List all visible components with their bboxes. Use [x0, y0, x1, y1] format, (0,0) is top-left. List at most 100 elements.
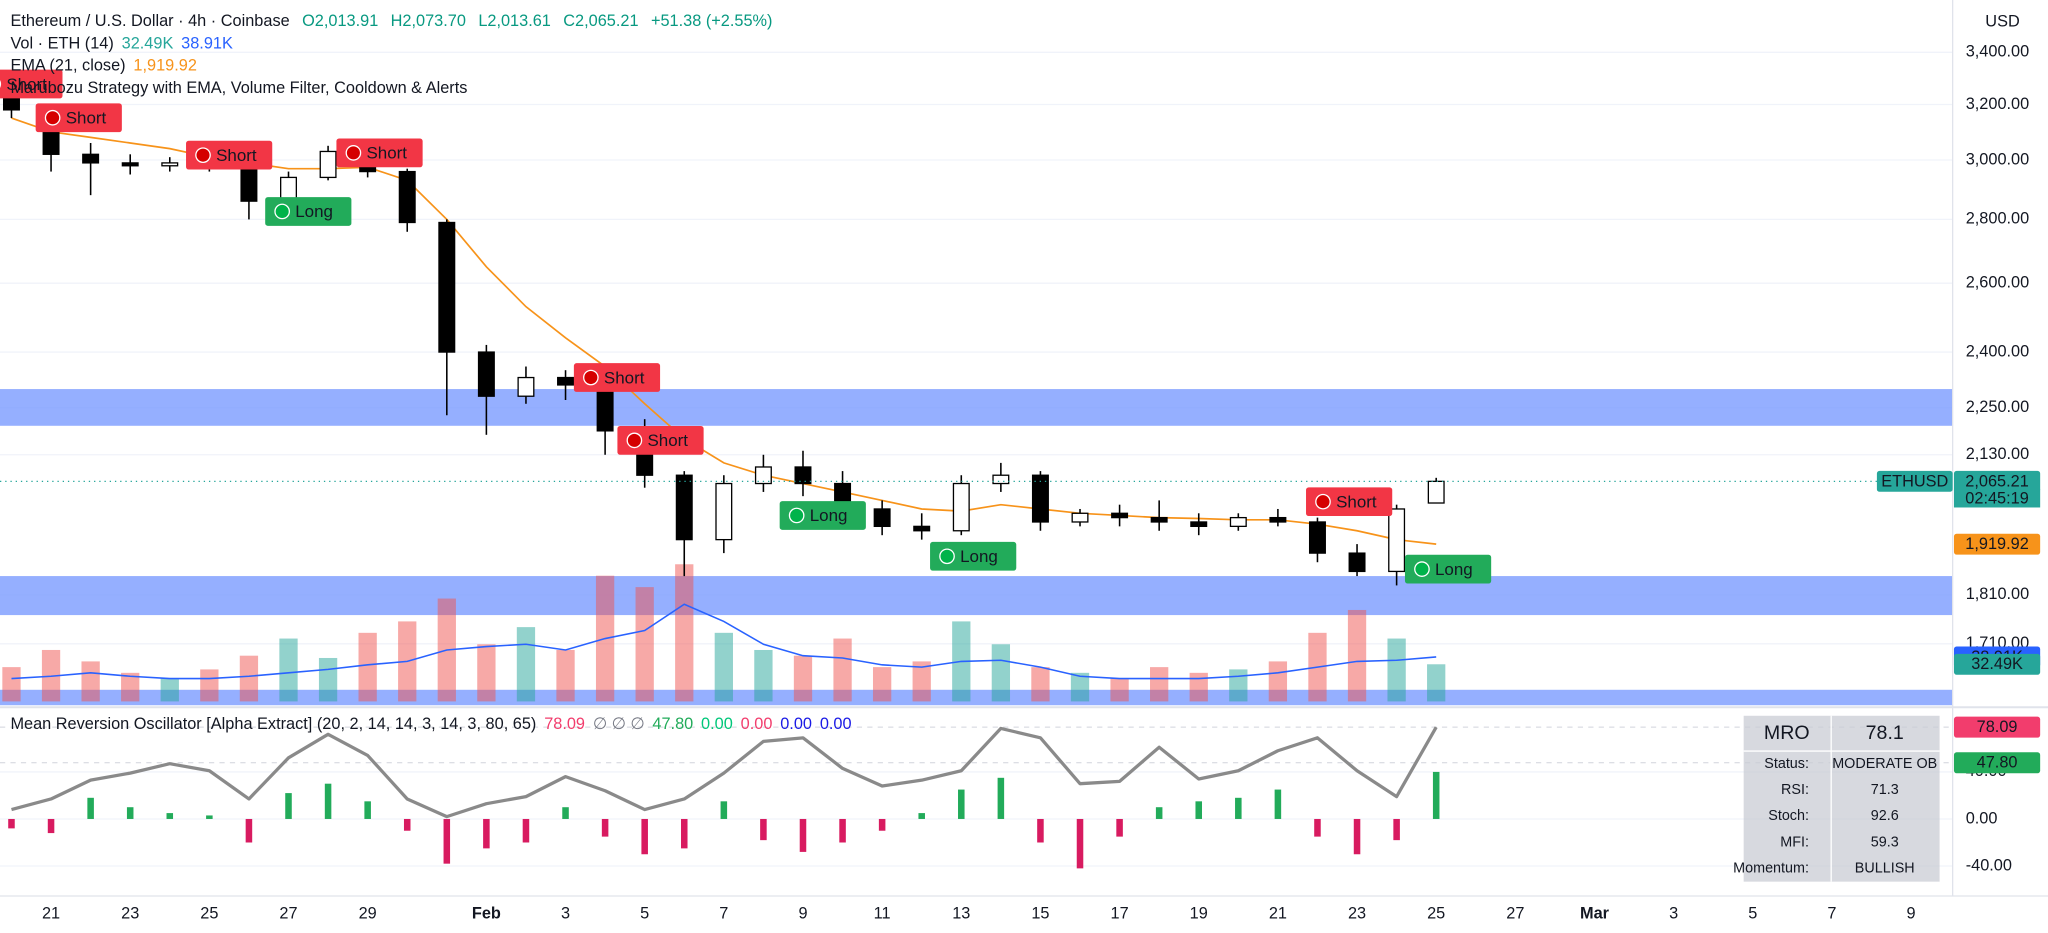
y-tick-label: 0.00 [1966, 809, 1998, 827]
histogram-bar [483, 818, 490, 849]
candle-body [517, 376, 535, 397]
indicator-value: 32.49K [122, 35, 174, 53]
histogram-bar [799, 818, 807, 852]
histogram-bar [839, 818, 846, 843]
table-row-label: Stoch: [1768, 808, 1809, 824]
volume-bar [1150, 667, 1169, 702]
table-row-label: MFI: [1780, 834, 1809, 850]
indicator-name: EMA (21, close) [10, 57, 125, 75]
volume-bar [1268, 661, 1288, 702]
volume-bar [516, 627, 536, 702]
ohlc-high: H2,073.70 [391, 13, 466, 31]
signal-label-box [186, 140, 273, 170]
candle-body [82, 153, 100, 164]
histogram-bar [1314, 818, 1321, 837]
oscillator-badge: 47.80 [1977, 754, 2018, 772]
table-row-label: Momentum: [1733, 860, 1809, 876]
candle-body [1150, 516, 1168, 523]
signal-icon [1315, 493, 1331, 510]
candle-body [675, 474, 693, 541]
candle-body [2, 95, 20, 111]
signal-label: Short [216, 146, 257, 165]
histogram-bar [364, 801, 371, 819]
signal-label: Short [604, 368, 645, 387]
oscillator-badge: 78.09 [1977, 718, 2018, 736]
histogram-bar [206, 815, 213, 819]
table-row-value: 71.3 [1871, 782, 1899, 798]
signal-label: Short [6, 75, 47, 94]
price-pane: Short Short Short Long Short Short Short Long Lo… [0, 69, 1953, 706]
volume-bar [279, 638, 298, 702]
candle-body [715, 482, 733, 541]
y-tick-label: 2,600.00 [1966, 273, 2030, 291]
histogram-bar [1195, 801, 1203, 819]
zone [0, 576, 1953, 616]
candle-body [754, 466, 772, 485]
candle-body [1269, 516, 1287, 523]
x-tick-label: 3 [561, 905, 570, 923]
x-tick-label: 7 [1827, 905, 1836, 923]
indicator-value: 38.91K [181, 35, 233, 53]
signal-label: Long [1435, 560, 1473, 579]
signal-label-box [1306, 487, 1393, 517]
ohlc-change: +51.38 (+2.55%) [651, 13, 773, 31]
oscillator-value: 47.80 [652, 715, 693, 733]
histogram-bar [324, 783, 332, 819]
x-tick-label: 3 [1669, 905, 1678, 923]
signal-label-box [265, 197, 352, 226]
signal-icon [788, 507, 805, 524]
histogram-bar [958, 789, 965, 819]
mro-table: MRO 78.1 Status: MODERATE OB RSI: 71.3 Stoch… [1733, 715, 1940, 882]
x-tick-label: 11 [874, 905, 891, 923]
histogram-bar [1235, 797, 1242, 819]
x-tick-label: 9 [798, 905, 807, 923]
ohlc-close: C2,065.21 [563, 13, 638, 31]
volume-bar [675, 564, 694, 702]
candle-body [794, 466, 812, 485]
oscillator-value: 0.00 [820, 715, 852, 733]
ema-badge-bg [1953, 533, 2041, 555]
table-row-value: 59.3 [1871, 834, 1899, 850]
volume-bar [833, 638, 852, 702]
volume-bar [1031, 667, 1050, 702]
volume-bar [81, 661, 100, 702]
oscillator-title-line: Mean Reversion Oscillator [Alpha Extract… [10, 715, 851, 733]
table-row-value: BULLISH [1855, 860, 1915, 876]
signal-label: Long [810, 506, 848, 525]
x-tick-label: 21 [1269, 905, 1287, 923]
volume-bar [1110, 678, 1129, 702]
histogram-bar [760, 818, 767, 841]
oscillator-line [11, 726, 1438, 819]
signal-icon [195, 147, 211, 164]
candle-body [873, 508, 891, 528]
oscillator-title: Mean Reversion Oscillator [Alpha Extract… [10, 715, 536, 733]
x-tick-label: 5 [1748, 905, 1757, 923]
x-tick-label: 27 [279, 905, 297, 923]
candle-body [952, 482, 970, 532]
histogram-bar [8, 818, 15, 829]
candle-body [477, 351, 495, 397]
x-tick-label: 13 [952, 905, 970, 923]
candle-body [161, 162, 179, 167]
volume-bar [358, 632, 377, 702]
volume-bar [200, 669, 219, 702]
indicator-name: Vol · ETH (14) [10, 35, 113, 53]
x-tick-label: 21 [42, 905, 60, 923]
oscillator-value: 0.00 [780, 715, 812, 733]
last-price-badge-bg [1953, 470, 2041, 492]
signal-label-box [573, 363, 661, 392]
countdown-bg [1953, 489, 2041, 508]
histogram-bar [1274, 789, 1282, 819]
signal-label-box [0, 69, 63, 99]
signal-label-box [617, 425, 704, 455]
volume-bar [991, 644, 1011, 702]
x-tick-label: 17 [1111, 905, 1129, 923]
symbol-line: Ethereum / U.S. Dollar · 4h · Coinbase O… [10, 13, 772, 31]
table-title: MRO [1764, 722, 1810, 744]
candle-body [1388, 508, 1406, 573]
volume-bar [754, 649, 773, 702]
volume-bar [477, 644, 496, 702]
x-tick-label: 23 [121, 905, 139, 923]
oscillator-header: Mean Reversion Oscillator [Alpha Extract… [10, 715, 851, 733]
